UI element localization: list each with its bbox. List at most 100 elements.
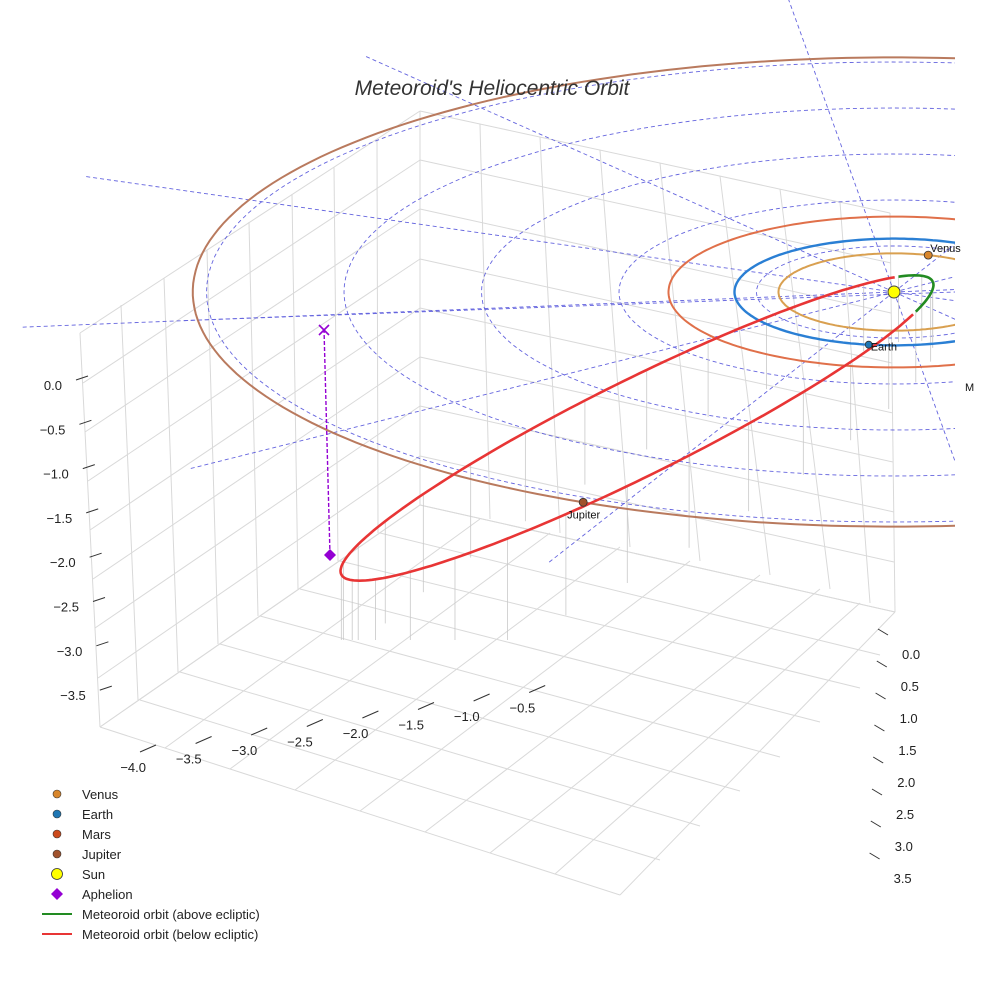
tick-label: 0.0 — [902, 647, 920, 662]
marker-aphelion — [324, 549, 336, 561]
legend-swatch — [52, 849, 62, 859]
side-wall-gridline — [419, 405, 895, 513]
tick-mark — [417, 702, 435, 710]
tick-label: 2.5 — [896, 807, 914, 822]
reference-axis-line — [184, 291, 955, 322]
aphelion-stem — [323, 328, 331, 556]
floor-gridline — [554, 602, 861, 875]
tick-label: −3.0 — [232, 743, 258, 758]
back-wall-gridline — [87, 258, 421, 482]
floor-gridline — [424, 574, 761, 833]
side-wall-gridline — [419, 307, 894, 414]
tick-label: −1.0 — [454, 709, 480, 724]
tick-mark — [875, 692, 886, 700]
tick-label: 3.0 — [895, 839, 913, 854]
tick-mark — [250, 727, 268, 736]
tick-label: 3.5 — [894, 871, 912, 886]
reference-spoke — [20, 291, 895, 328]
legend-label: Jupiter — [82, 847, 122, 862]
orbit-jupiter — [191, 56, 955, 528]
legend-label: Earth — [82, 807, 113, 822]
floor-gridline — [339, 560, 861, 689]
floor-gridline — [179, 671, 701, 827]
chart-legend: Venus Earth Mars Jupiter Sun Aphelion Meteoroi… — [42, 787, 260, 942]
tick-mark — [86, 508, 99, 514]
axis-panes — [79, 110, 896, 896]
legend-label: Meteoroid orbit (above ecliptic) — [82, 907, 260, 922]
floor-gridline — [379, 532, 881, 656]
x-axis-ticks: −4.0 −3.5 −3.0 −2.5 −2.0 −1.5 −1.0 −0.5 — [120, 685, 546, 775]
floor-gridline — [99, 504, 421, 728]
orbit-drop-lines — [340, 275, 934, 640]
meteoroid-orbit — [339, 273, 935, 583]
back-wall-gridline — [248, 221, 259, 617]
floor-gridline — [139, 699, 661, 861]
back-wall-gridline — [84, 208, 421, 433]
tick-mark — [871, 788, 883, 796]
z-axis-ticks: 0.0 −0.5 −1.0 −1.5 −2.0 −2.5 −3.0 −3.5 — [40, 375, 112, 703]
marker-venus — [923, 250, 933, 260]
tick-mark — [877, 628, 889, 636]
tick-mark — [306, 719, 324, 727]
reference-ring — [481, 153, 955, 431]
tick-mark — [99, 685, 112, 691]
reference-spoke — [365, 56, 895, 293]
legend-label: Meteoroid orbit (below ecliptic) — [82, 927, 258, 942]
floor-gridline — [229, 532, 551, 770]
tick-label: 1.5 — [898, 743, 916, 758]
tick-mark — [79, 419, 92, 425]
tick-label: −0.5 — [510, 701, 536, 716]
planet-orbits — [191, 56, 955, 528]
back-wall-gridline — [94, 405, 421, 629]
tick-label: −1.5 — [398, 718, 424, 733]
meteoroid-orbit-below — [339, 276, 914, 583]
tick-label: −3.0 — [57, 644, 83, 659]
tick-mark — [874, 724, 885, 732]
floor-gridline — [164, 518, 481, 749]
y-axis-ticks: 0.0 0.5 1.0 1.5 2.0 2.5 3.0 3.5 — [869, 628, 920, 886]
tick-mark — [139, 744, 157, 753]
legend-label: Mars — [82, 827, 111, 842]
tick-mark — [89, 552, 102, 558]
tick-label: −1.0 — [43, 467, 69, 482]
side-wall-gridline — [419, 208, 892, 314]
tick-label: −4.0 — [120, 760, 146, 775]
aphelion-projection-marker — [318, 324, 330, 336]
tick-mark — [876, 660, 888, 668]
side-wall-gridline — [419, 159, 892, 264]
label-jupiter: Jupiter — [567, 509, 600, 521]
side-wall-gridline — [539, 136, 561, 534]
tick-mark — [528, 685, 546, 693]
tick-mark — [869, 852, 880, 860]
legend-swatch — [52, 829, 62, 839]
back-wall-gridline — [79, 110, 421, 334]
side-wall-gridline — [779, 188, 831, 590]
floor-gridline — [219, 643, 741, 792]
reference-ring — [756, 245, 955, 339]
floor-gridline — [619, 611, 896, 896]
reference-ring — [206, 61, 955, 523]
reference-spoke — [893, 276, 955, 293]
ecliptic-reference-grid — [20, 0, 955, 564]
tick-label: −2.5 — [287, 735, 313, 750]
label-earth: Earth — [871, 342, 897, 354]
legend-swatch — [52, 809, 62, 819]
back-wall-gridline — [97, 455, 421, 679]
side-wall-gridline — [419, 455, 895, 563]
tick-label: −2.5 — [53, 600, 79, 615]
tick-label: −1.5 — [47, 511, 73, 526]
tick-mark — [82, 464, 95, 470]
tick-label: −2.0 — [50, 555, 76, 570]
marker-earth — [864, 340, 873, 349]
back-wall-gridline — [120, 304, 139, 701]
marker-sun — [887, 285, 901, 299]
floor-gridline — [489, 588, 821, 854]
side-wall-gridline — [419, 258, 893, 364]
tick-label: −3.5 — [176, 752, 202, 767]
tick-mark — [870, 820, 882, 828]
tick-label: 2.0 — [897, 775, 915, 790]
tick-label: −2.0 — [343, 726, 369, 741]
tick-label: −0.5 — [40, 422, 66, 437]
orbit-mars — [667, 215, 955, 369]
